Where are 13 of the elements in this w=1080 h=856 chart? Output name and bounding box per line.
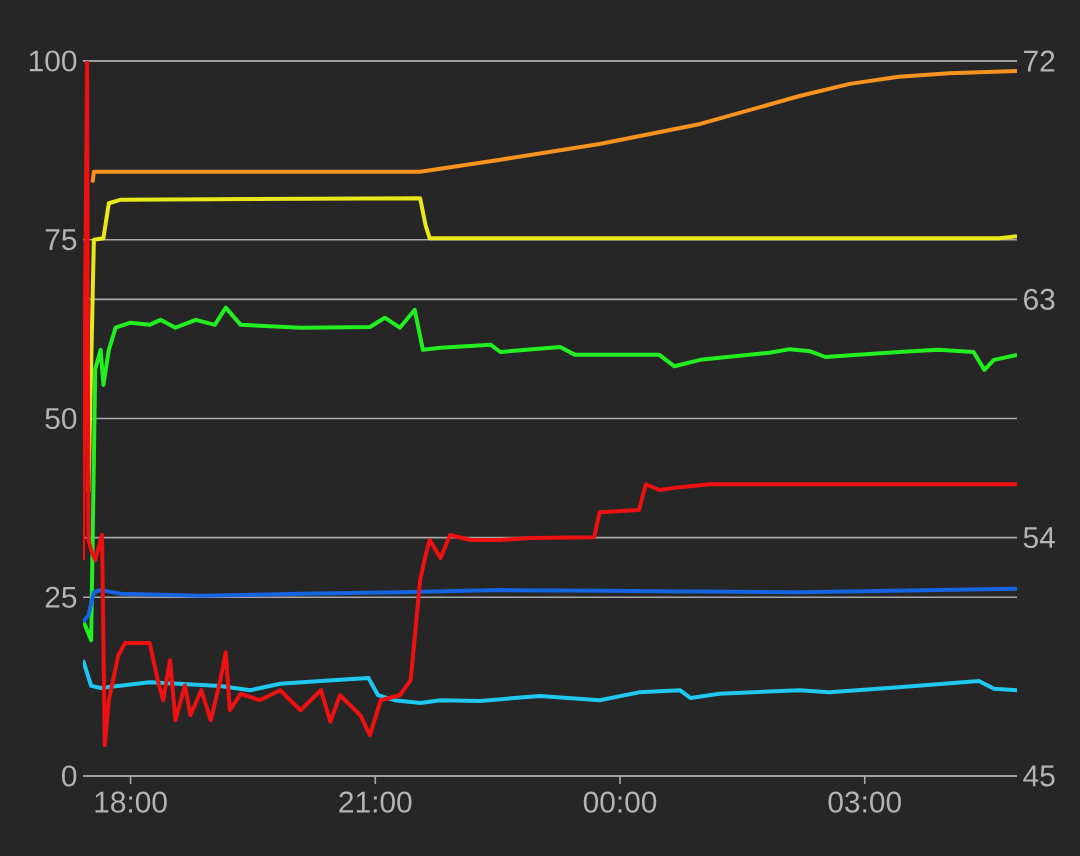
y-tick-label: 75 <box>45 229 77 251</box>
y-tick-label: 0 <box>62 765 77 787</box>
x-tick-label: 03:00 <box>828 791 901 813</box>
y2-tick-label: 72 <box>1024 50 1055 72</box>
x-tick-label: 00:00 <box>583 791 657 813</box>
y2-tick-label: 45 <box>1023 765 1055 787</box>
x-tick-label: 21:00 <box>339 791 412 813</box>
y-tick-label: 50 <box>45 407 77 430</box>
y2-tick-label: 63 <box>1024 288 1055 310</box>
y2-tick-label: 54 <box>1023 527 1055 549</box>
x-tick-label: 18:00 <box>95 791 167 813</box>
y-tick-label: 25 <box>45 586 77 608</box>
y-tick-label: 100 <box>29 50 77 72</box>
